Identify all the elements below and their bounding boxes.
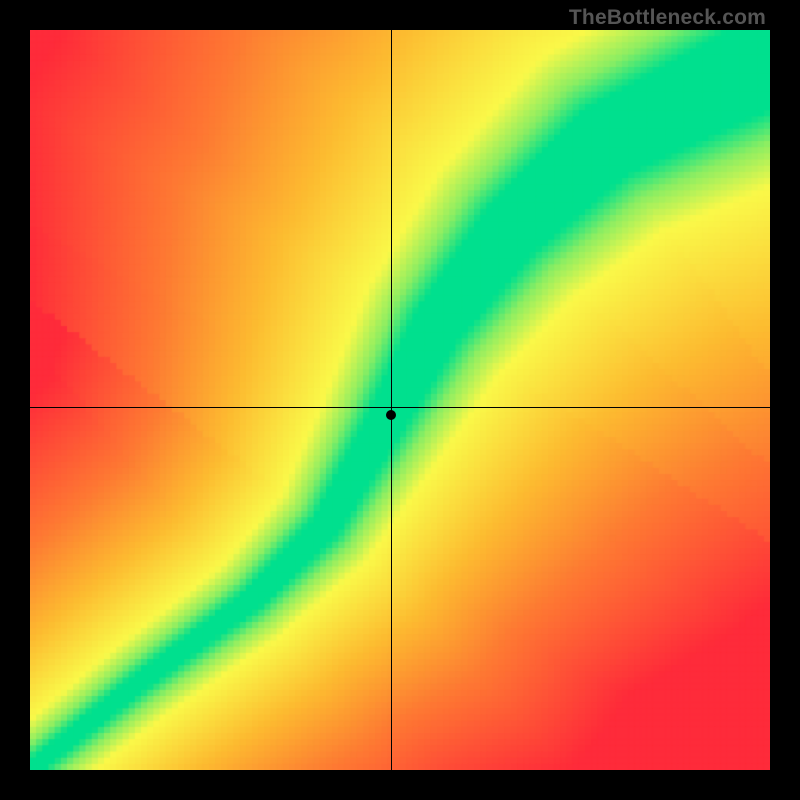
heatmap-plot [30,30,770,770]
watermark-text: TheBottleneck.com [569,6,766,30]
crosshair-marker [386,410,396,420]
heatmap-canvas [30,30,770,770]
crosshair-vertical [391,30,392,770]
figure-outer: TheBottleneck.com [0,0,800,800]
crosshair-horizontal [30,407,770,408]
